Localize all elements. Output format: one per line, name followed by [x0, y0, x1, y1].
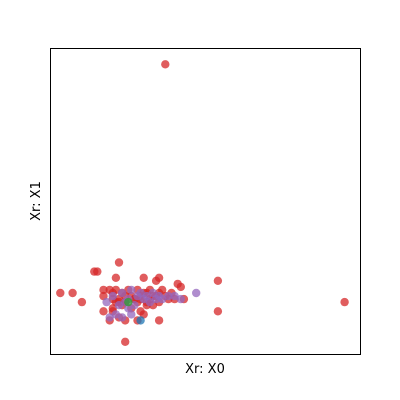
scatter-point — [192, 288, 201, 298]
y-axis-label: Xr: X1 — [29, 181, 44, 221]
scatter-point — [111, 273, 121, 282]
scatter-point — [340, 297, 349, 307]
data-points — [56, 60, 349, 346]
scatter-point — [93, 267, 102, 276]
scatter-point — [213, 276, 223, 285]
scatter-point — [68, 288, 77, 298]
scatter-point — [139, 273, 148, 282]
x-axis-label: Xr: X0 — [185, 362, 225, 377]
scatter-point — [127, 285, 136, 295]
plot-frame — [50, 48, 361, 355]
scatter-point — [151, 276, 161, 285]
scatter-point — [158, 294, 167, 304]
scatter-point — [170, 291, 179, 301]
scatter-point — [108, 291, 118, 301]
scatter-point — [121, 337, 130, 346]
scatter-point — [154, 316, 164, 325]
scatter-point — [114, 258, 124, 267]
scatter-point — [56, 288, 65, 298]
scatter-point — [77, 297, 87, 307]
scatter-point — [117, 313, 127, 322]
scatter-point — [99, 285, 108, 295]
scatter-point — [114, 301, 124, 310]
scatter-point — [145, 297, 155, 307]
scatter-point — [124, 297, 133, 307]
scatter-point — [99, 307, 108, 316]
scatter-point — [161, 60, 170, 69]
scatter-point — [176, 282, 185, 292]
scatter-point — [127, 310, 136, 319]
scatter-point — [117, 288, 127, 298]
scatter-point — [213, 307, 223, 316]
scatter-point — [105, 313, 114, 322]
scatter-point — [102, 297, 111, 307]
scatter-point — [136, 316, 145, 325]
